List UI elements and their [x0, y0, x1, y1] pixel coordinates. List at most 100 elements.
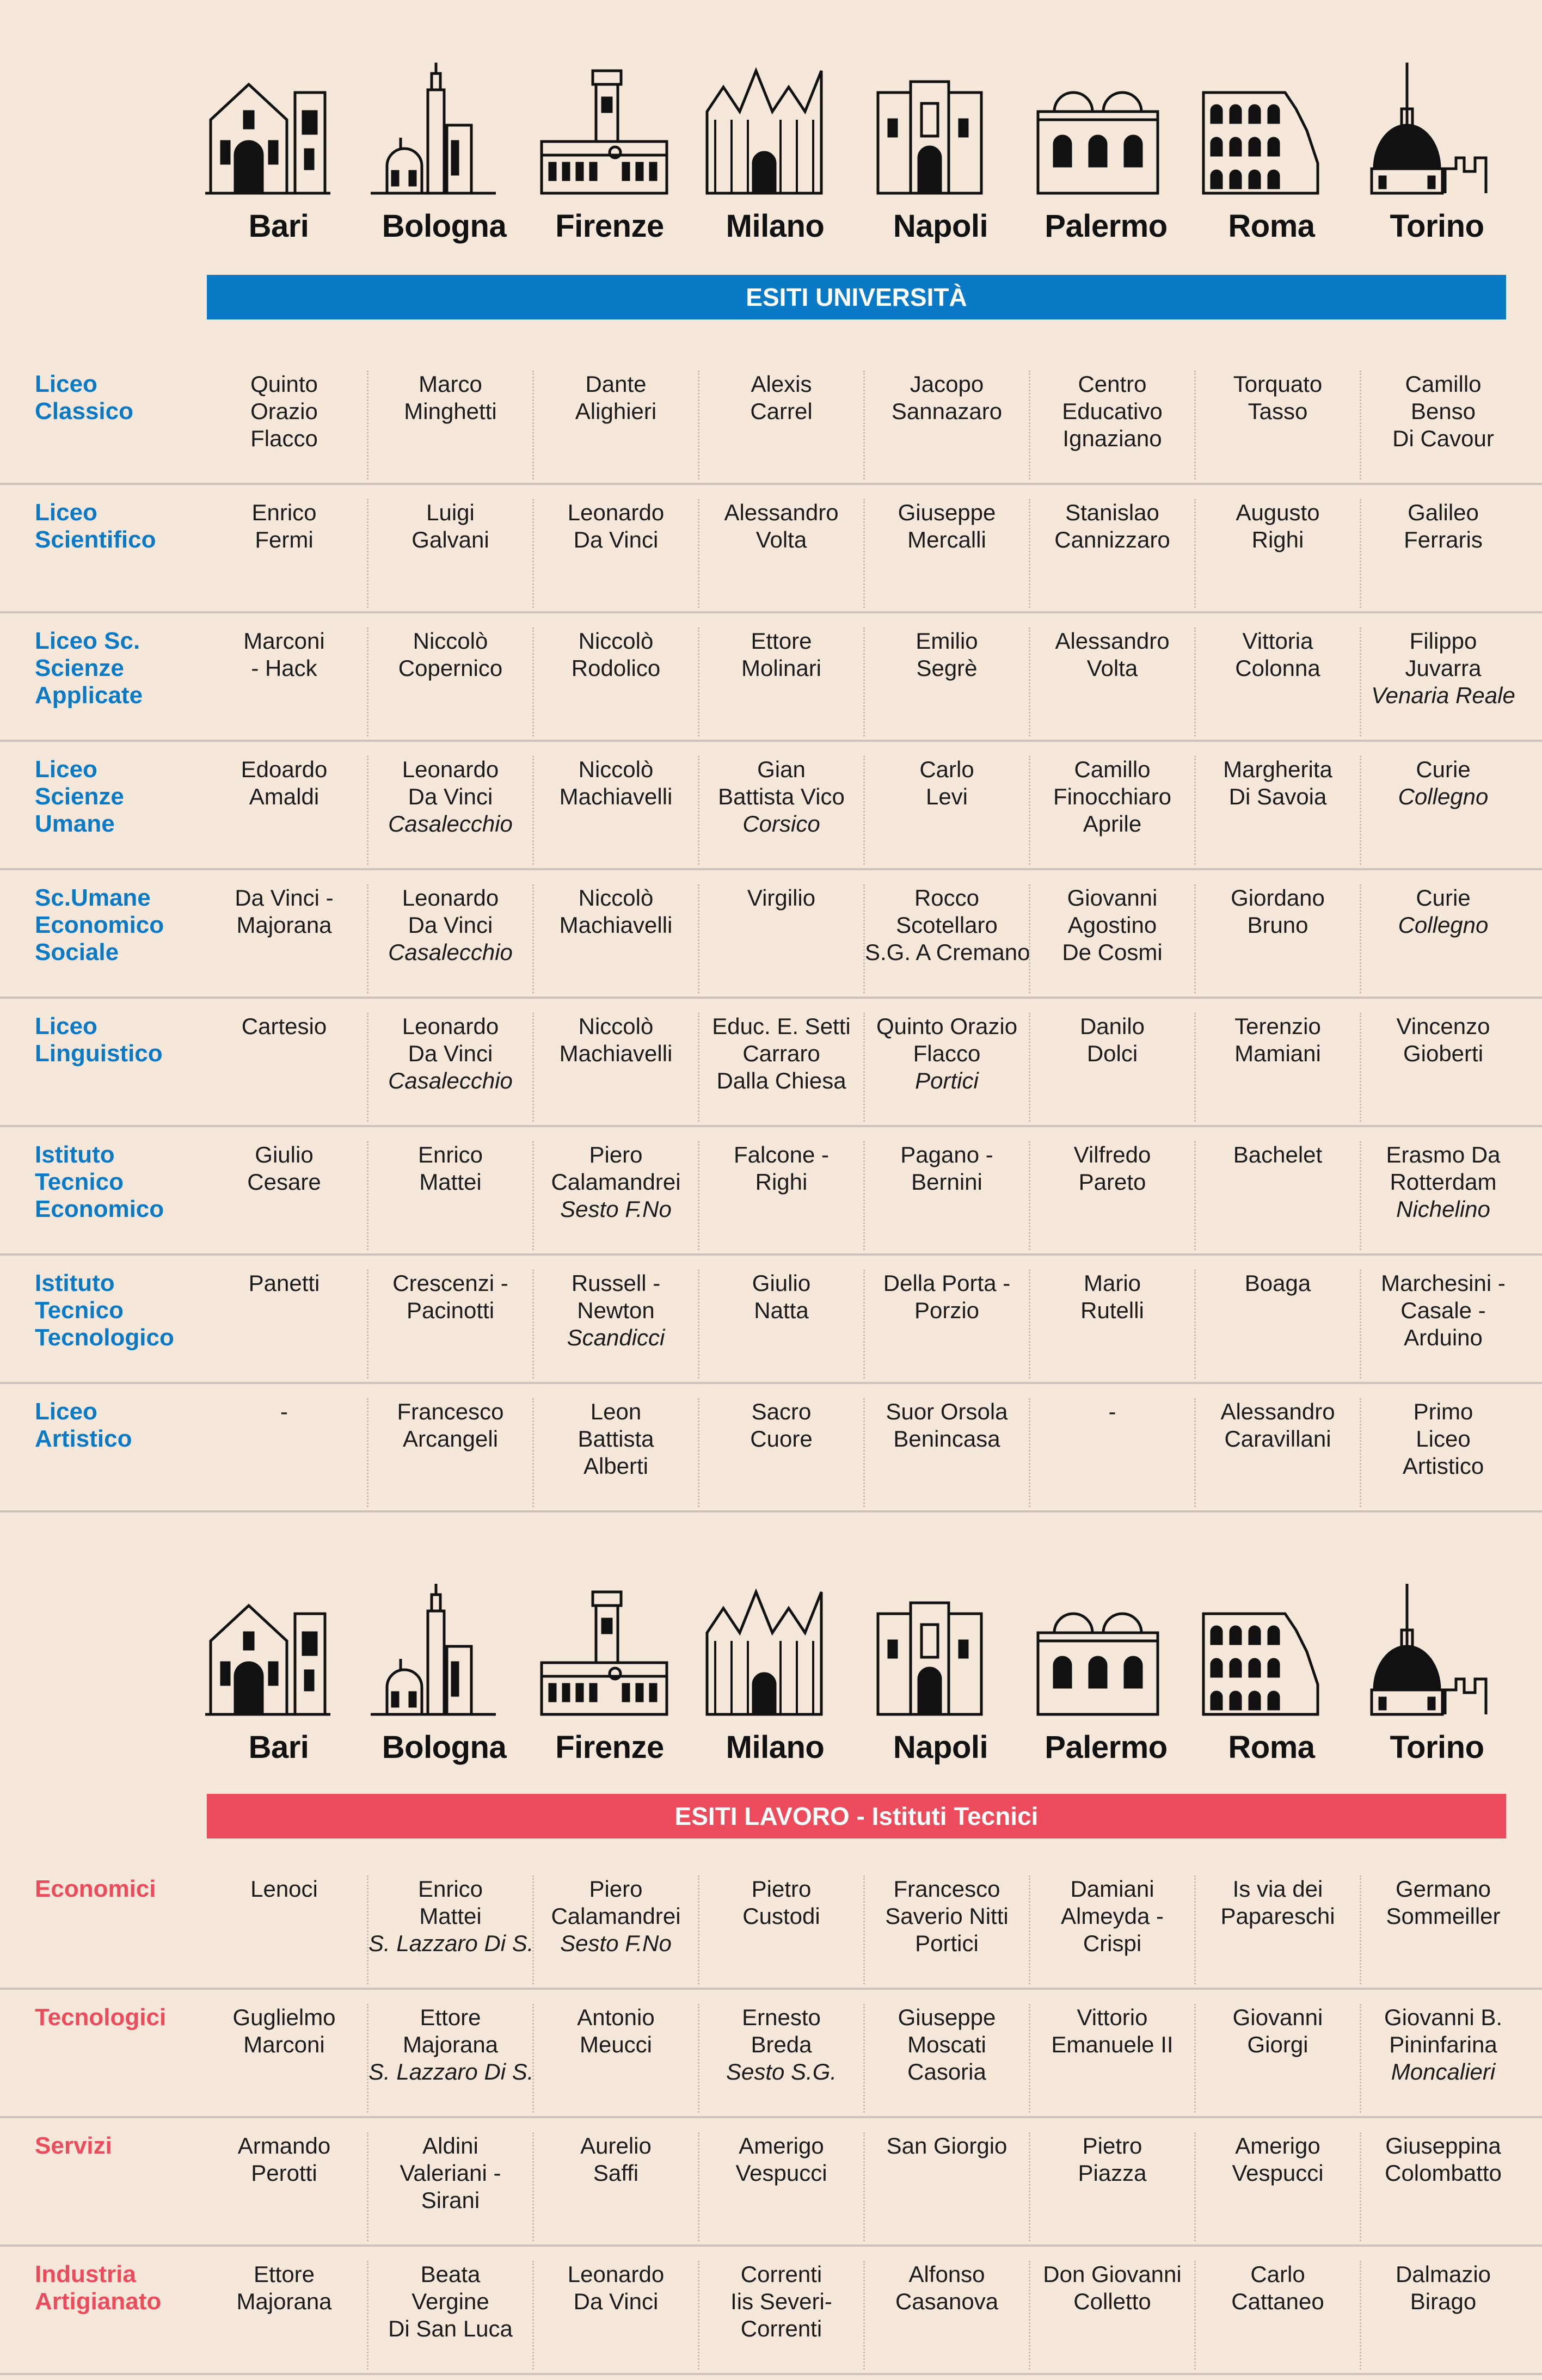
napoli-castel-nuovo-icon	[876, 80, 983, 195]
school-cell-milano: Ernesto Breda Sesto S.G.	[698, 2004, 863, 2113]
school-name-line: Colonna	[1235, 655, 1320, 681]
school-name-line: Leonardo	[567, 500, 665, 525]
school-name-line: Quinto Orazio	[876, 1013, 1018, 1039]
school-cell-roma: Giovanni Giorgi	[1194, 2004, 1360, 2113]
school-cell-torino: Vincenzo Gioberti	[1360, 1013, 1525, 1122]
school-name-line: Beata	[420, 2261, 481, 2287]
school-name-line: Segrè	[916, 655, 978, 681]
school-name-line: Casale -	[1400, 1297, 1486, 1323]
school-cell-bari: Cartesio	[201, 1013, 367, 1122]
school-name-line: Giorgi	[1247, 2032, 1308, 2057]
row-label-line: Liceo	[35, 1398, 97, 1425]
school-cell-bologna: Francesco Arcangeli	[367, 1398, 532, 1507]
school-name-line: Scotellaro	[896, 912, 998, 938]
school-name-line: Da Vinci	[408, 912, 493, 938]
school-cell-milano: Alexis Carrel	[698, 371, 863, 479]
top-city-torino: Torino	[1354, 60, 1520, 244]
school-cell-napoli: Carlo Levi	[863, 756, 1029, 865]
school-name-line: De Cosmi	[1062, 939, 1163, 965]
school-cell-bari: Quinto Orazio Flacco	[201, 371, 367, 479]
school-name-line: Porzio	[914, 1297, 980, 1323]
school-cell-bologna: Luigi Galvani	[367, 499, 532, 608]
school-name-line: Cuore	[750, 1426, 813, 1452]
row-label-line: Tecnico	[35, 1297, 124, 1324]
school-cell-torino: Giuseppina Colombatto	[1360, 2132, 1525, 2241]
school-cell-bari: Marconi - Hack	[201, 628, 367, 736]
school-cell-torino: Dalmazio Birago	[1360, 2261, 1525, 2370]
top-city-bari: Bari	[196, 60, 361, 244]
school-name-line: Da Vinci	[408, 1041, 493, 1066]
school-name-line: Falcone -	[733, 1142, 830, 1167]
row-label-line: Liceo	[35, 1013, 97, 1040]
school-name-line: Carlo	[1250, 2261, 1305, 2287]
school-cell-milano: Pietro Custodi	[698, 1875, 863, 1984]
school-cell-firenze: Antonio Meucci	[532, 2004, 698, 2113]
school-name-line: Boaga	[1244, 1270, 1311, 1296]
row-label-line: Artigianato	[35, 2288, 162, 2315]
school-cell-milano: Falcone - Righi	[698, 1141, 863, 1250]
roma-colosseum-icon	[1202, 1612, 1319, 1716]
school-cell-milano: Amerigo Vespucci	[698, 2132, 863, 2241]
city-name: Milano	[726, 208, 825, 244]
school-name-line: Panetti	[248, 1270, 320, 1296]
city-name: Milano	[726, 1730, 825, 1765]
school-cell-napoli: Della Porta - Porzio	[863, 1270, 1029, 1379]
firenze-palazzo-vecchio-icon	[540, 1590, 668, 1716]
school-name-line: Filippo	[1409, 628, 1477, 654]
school-name-line: Vittorio	[1077, 2004, 1148, 2030]
bologna-towers-icon	[371, 1584, 496, 1716]
school-name-line: Amerigo	[1235, 2133, 1320, 2158]
bottom-city-firenze: Firenze	[527, 1581, 692, 1766]
school-cell-napoli: Pagano - Bernini	[863, 1141, 1029, 1250]
work-banner: ESITI LAVORO - Istituti Tecnici	[207, 1794, 1506, 1838]
school-name-line: Pietro	[1082, 2133, 1142, 2158]
row-label-line: Sociale	[35, 939, 119, 965]
bologna-towers-icon	[371, 63, 496, 195]
school-name-line: Di Cavour	[1392, 426, 1494, 451]
school-name-line: Alexis	[751, 371, 812, 397]
school-name-line: Amerigo	[739, 2133, 824, 2158]
school-name-line: Piazza	[1078, 2160, 1147, 2186]
school-cell-torino: Curie Collegno	[1360, 884, 1525, 993]
school-name-line: Minghetti	[404, 398, 497, 424]
table-row: Tecnologici Guglielmo Marconi Ettore Majoran…	[0, 1990, 1542, 2118]
school-name-line: Machiavelli	[559, 912, 673, 938]
school-name-line: Centro	[1078, 371, 1147, 397]
school-name-line: Casanova	[895, 2289, 999, 2314]
school-cell-bologna: Crescenzi - Pacinotti	[367, 1270, 532, 1379]
row-label: Industria Artigianato	[35, 2261, 209, 2315]
school-name-line: Marconi	[243, 2032, 325, 2057]
school-name-line: Carrel	[750, 398, 813, 424]
top-city-firenze: Firenze	[527, 60, 692, 244]
school-cell-palermo: Giovanni Agostino De Cosmi	[1029, 884, 1194, 993]
school-cell-bari: Armando Perotti	[201, 2132, 367, 2241]
school-name-line: Jacopo	[910, 371, 984, 397]
school-name-line: Carraro	[742, 1041, 820, 1066]
row-label-line: Liceo	[35, 371, 97, 397]
school-name-line: Ferraris	[1404, 527, 1483, 552]
school-cell-firenze: Piero Calamandrei Sesto F.No	[532, 1875, 698, 1984]
school-name-line: Alberti	[583, 1453, 649, 1479]
school-name-line: Battista Vico	[718, 784, 845, 809]
school-name-line: Arduino	[1404, 1325, 1483, 1350]
school-name-line: Bernini	[911, 1169, 982, 1195]
row-label: Tecnologici	[35, 2004, 209, 2031]
school-name-line: Da Vinci	[573, 2289, 659, 2314]
city-name: Firenze	[555, 208, 664, 244]
school-cell-roma: Augusto Righi	[1194, 499, 1360, 608]
school-name-line: Sommeiller	[1386, 1903, 1501, 1929]
bottom-city-bologna: Bologna	[361, 1581, 527, 1766]
school-name-line: Armando	[237, 2133, 331, 2158]
school-name-line: Rodolico	[571, 655, 661, 681]
school-cell-napoli: Suor Orsola Benincasa	[863, 1398, 1029, 1507]
school-name-line: Camillo	[1405, 371, 1482, 397]
school-name-line: Ettore	[420, 2004, 481, 2030]
school-cell-firenze: Aurelio Saffi	[532, 2132, 698, 2241]
school-place: Casalecchio	[388, 939, 513, 965]
school-cell-palermo: Centro Educativo Ignaziano	[1029, 371, 1194, 479]
school-cell-roma: Boaga	[1194, 1270, 1360, 1379]
row-label-line: Economico	[35, 912, 164, 938]
city-name: Bari	[248, 208, 309, 244]
school-cell-napoli: Giuseppe Mercalli	[863, 499, 1029, 608]
school-cell-firenze: Russell - Newton Scandicci	[532, 1270, 698, 1379]
